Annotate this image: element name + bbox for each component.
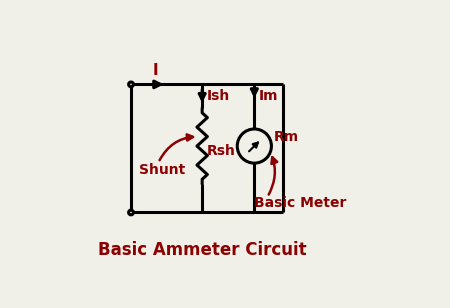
Text: Rsh: Rsh bbox=[207, 144, 235, 158]
Circle shape bbox=[129, 210, 133, 215]
Text: Basic Meter: Basic Meter bbox=[254, 196, 346, 210]
Text: Rm: Rm bbox=[274, 130, 299, 144]
Text: I: I bbox=[153, 63, 159, 79]
Text: Basic Ammeter Circuit: Basic Ammeter Circuit bbox=[98, 241, 306, 259]
Text: Shunt: Shunt bbox=[140, 163, 185, 177]
Text: Im: Im bbox=[259, 89, 278, 103]
Text: Ish: Ish bbox=[207, 89, 230, 103]
Circle shape bbox=[129, 82, 133, 87]
